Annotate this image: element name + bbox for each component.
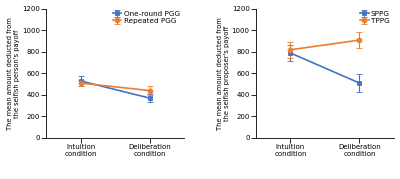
Y-axis label: The mean amount deducted from
the selfish proposer's payoff: The mean amount deducted from the selfis…: [217, 17, 230, 130]
Y-axis label: The mean amount deducted from
the selfish person's payoff: The mean amount deducted from the selfis…: [7, 17, 20, 130]
Legend: One-round PGG, Repeated PGG: One-round PGG, Repeated PGG: [112, 10, 180, 25]
Legend: SPPG, TPPG: SPPG, TPPG: [359, 10, 390, 25]
